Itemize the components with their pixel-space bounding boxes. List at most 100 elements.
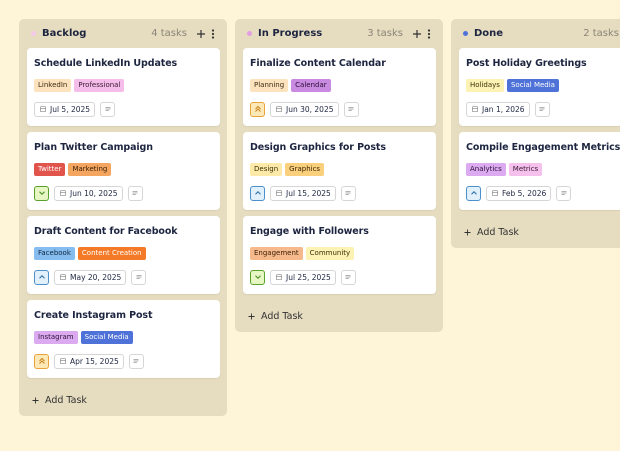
date-button[interactable]: Feb 5, 2026 (486, 185, 552, 201)
task-title: Create Instagram Post (34, 310, 153, 321)
notes-icon (345, 190, 351, 196)
priority-button[interactable] (250, 101, 265, 117)
calendar-icon (276, 106, 282, 112)
add-icon-button[interactable] (411, 28, 423, 40)
notes-button[interactable] (534, 101, 550, 117)
task-card[interactable]: Compile Engagement Metrics Analytics Metri… (459, 132, 620, 210)
task-count: 4 tasks (151, 28, 187, 39)
calendar-icon (492, 190, 498, 196)
add-task-label: Add Task (261, 310, 303, 322)
task-meta: Jul 15, 2025 (250, 185, 429, 201)
date-button[interactable]: Jul 5, 2025 (34, 101, 96, 117)
calendar-icon (60, 358, 66, 364)
task-meta: Apr 15, 2025 (34, 353, 213, 369)
task-meta: Jul 5, 2025 (34, 101, 213, 117)
task-card[interactable]: Post Holiday Greetings Holidays Social Med… (459, 48, 620, 126)
notes-button[interactable] (340, 185, 356, 201)
notes-button[interactable] (131, 269, 147, 285)
due-date: Apr 15, 2025 (70, 356, 119, 366)
column-header: Done 2 tasks (451, 19, 620, 48)
calendar-icon (60, 190, 66, 196)
add-icon-button[interactable] (195, 28, 207, 40)
task-card[interactable]: Finalize Content Calendar Planning Calenda… (243, 48, 436, 126)
due-date: May 20, 2025 (70, 272, 122, 282)
date-button[interactable]: Apr 15, 2025 (54, 353, 124, 369)
task-card[interactable]: Draft Content for Facebook Facebook Conten… (27, 216, 220, 294)
task-title: Finalize Content Calendar (250, 58, 386, 69)
task-card[interactable]: Engage with Followers Engagement Community… (243, 216, 436, 294)
due-date: Feb 5, 2026 (502, 188, 547, 198)
plus-icon (32, 397, 39, 403)
notes-icon (133, 358, 139, 364)
add-task-button[interactable]: Add Task (19, 384, 227, 416)
tag: Social Media (506, 79, 559, 92)
date-button[interactable]: Jul 25, 2025 (270, 269, 336, 285)
column-title: Done (474, 28, 504, 39)
task-meta: Jun 30, 2025 (250, 101, 429, 117)
column: In Progress 3 tasks Finalize Content Calen… (235, 19, 443, 332)
tag: Community (305, 247, 355, 260)
priority-icon (38, 274, 45, 279)
priority-button[interactable] (34, 269, 49, 285)
tag-list: Engagement Community (250, 247, 429, 260)
tag: Twitter (34, 163, 66, 176)
add-task-label: Add Task (45, 394, 87, 406)
task-card[interactable]: Schedule LinkedIn Updates LinkedIn Profess… (27, 48, 220, 126)
tag: Calendar (291, 79, 331, 92)
notes-button[interactable] (128, 353, 144, 369)
task-title: Engage with Followers (250, 226, 369, 237)
add-task-button[interactable]: Add Task (235, 300, 443, 332)
task-card[interactable]: Design Graphics for Posts Design Graphics J… (243, 132, 436, 210)
tag: Professional (74, 79, 125, 92)
column-header: Backlog 4 tasks (19, 19, 227, 48)
task-card[interactable]: Create Instagram Post Instagram Social Med… (27, 300, 220, 378)
task-title: Post Holiday Greetings (466, 58, 587, 69)
task-title: Design Graphics for Posts (250, 142, 386, 153)
column-title: In Progress (258, 28, 323, 39)
notes-icon (345, 274, 351, 280)
notes-icon (136, 274, 142, 280)
calendar-icon (40, 106, 46, 112)
due-date: Jul 15, 2025 (286, 188, 331, 198)
tag-list: LinkedIn Professional (34, 79, 213, 92)
task-count: 3 tasks (367, 28, 403, 39)
tag: Design (250, 163, 283, 176)
date-button[interactable]: Jun 30, 2025 (270, 101, 339, 117)
date-button[interactable]: Jun 10, 2025 (54, 185, 123, 201)
priority-button[interactable] (466, 185, 481, 201)
date-button[interactable]: Jul 15, 2025 (270, 185, 336, 201)
priority-button[interactable] (34, 353, 49, 369)
priority-icon (38, 191, 45, 196)
priority-button[interactable] (250, 269, 265, 285)
priority-button[interactable] (250, 185, 265, 201)
due-date: Jun 10, 2025 (70, 188, 118, 198)
task-meta: Jul 25, 2025 (250, 269, 429, 285)
due-date: Jan 1, 2026 (482, 104, 525, 114)
task-meta: Feb 5, 2026 (466, 185, 620, 201)
column-header: In Progress 3 tasks (235, 19, 443, 48)
priority-button[interactable] (34, 185, 49, 201)
task-card[interactable]: Plan Twitter Campaign Twitter Marketing Jun… (27, 132, 220, 210)
plus-icon (464, 229, 471, 235)
notes-icon (561, 190, 567, 196)
priority-icon (254, 190, 261, 195)
notes-button[interactable] (340, 269, 356, 285)
tag: Content Creation (77, 247, 146, 260)
notes-button[interactable] (556, 185, 572, 201)
tag: Facebook (34, 247, 75, 260)
add-task-button[interactable]: Add Task (451, 216, 620, 248)
notes-button[interactable] (343, 101, 359, 117)
notes-button[interactable] (100, 101, 116, 117)
status-dot (247, 31, 252, 36)
more-menu-button[interactable] (207, 28, 219, 40)
tag: Metrics (508, 163, 543, 176)
notes-button[interactable] (127, 185, 143, 201)
date-button[interactable]: May 20, 2025 (54, 269, 127, 285)
task-title: Compile Engagement Metrics (466, 142, 620, 153)
calendar-icon (276, 190, 282, 196)
status-dot (31, 31, 36, 36)
column-title: Backlog (42, 28, 87, 39)
more-menu-button[interactable] (423, 28, 435, 40)
date-button[interactable]: Jan 1, 2026 (466, 101, 530, 117)
